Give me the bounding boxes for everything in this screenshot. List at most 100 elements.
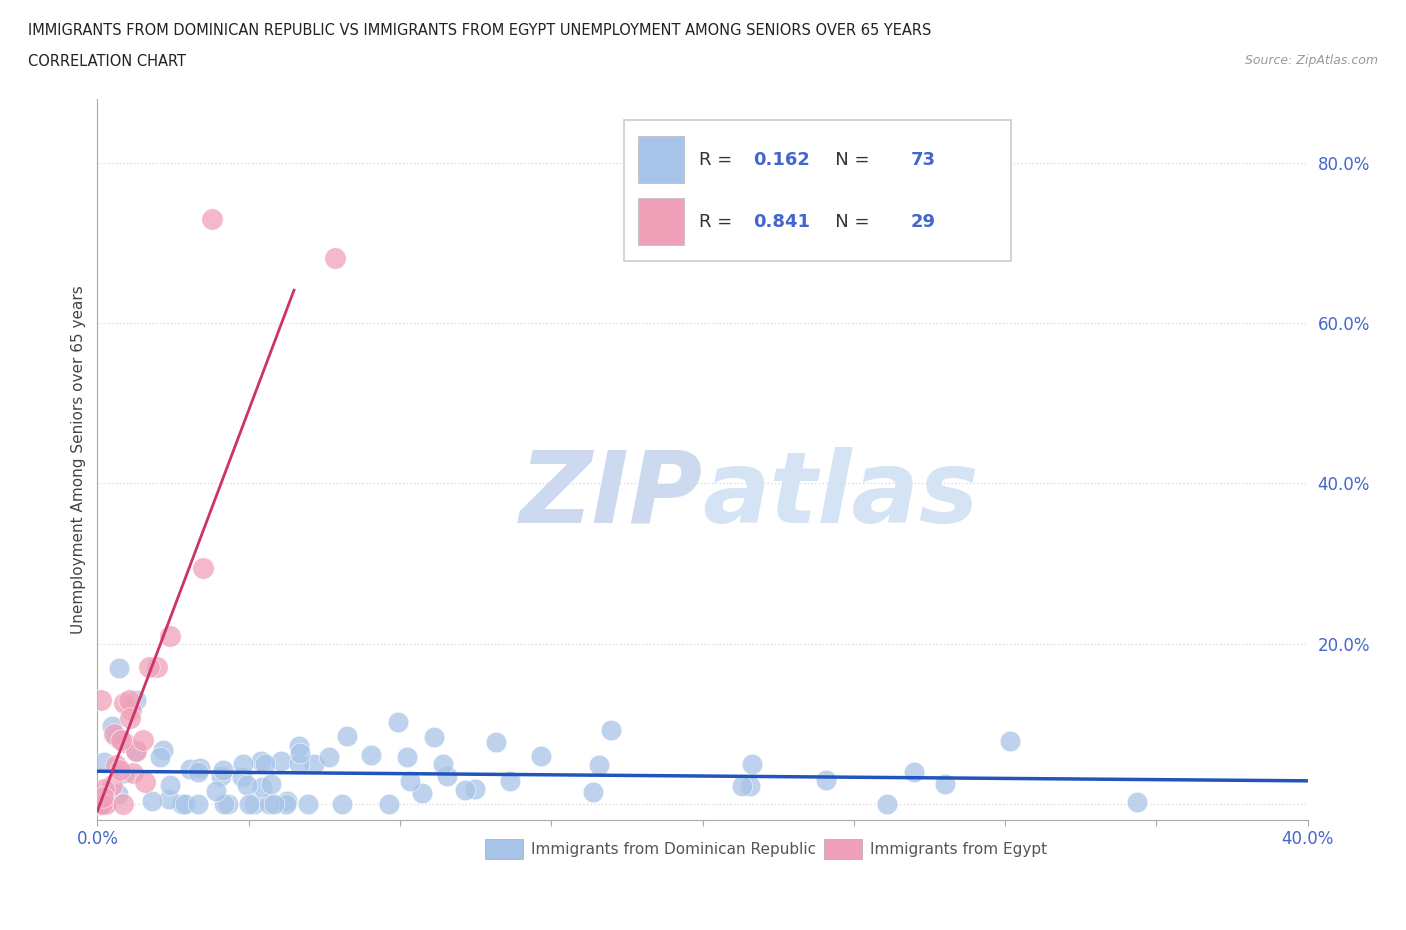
Point — [423, 730, 446, 745]
Point — [998, 734, 1021, 749]
Point — [236, 777, 259, 792]
Point — [101, 719, 124, 734]
Text: CORRELATION CHART: CORRELATION CHART — [28, 54, 186, 69]
Point — [172, 796, 194, 811]
Point — [157, 792, 180, 807]
Point — [112, 696, 135, 711]
Text: N =: N = — [817, 213, 875, 231]
Point — [257, 796, 280, 811]
Point — [118, 711, 141, 725]
Point — [112, 734, 135, 749]
Point — [91, 790, 114, 804]
Point — [288, 745, 311, 760]
Point — [117, 693, 139, 708]
Point — [498, 774, 520, 789]
Text: R =: R = — [699, 213, 738, 231]
Text: atlas: atlas — [703, 446, 979, 544]
Point — [112, 796, 135, 811]
Point — [217, 796, 239, 811]
Point — [89, 796, 111, 811]
Point — [187, 796, 209, 811]
Point — [454, 782, 477, 797]
Point — [104, 729, 127, 744]
Point — [238, 796, 260, 811]
Point — [336, 729, 359, 744]
Point — [89, 796, 111, 811]
Point — [124, 744, 146, 759]
Point — [108, 763, 131, 777]
Point — [141, 793, 163, 808]
Point — [231, 769, 253, 784]
Point — [201, 211, 224, 226]
Text: 0.162: 0.162 — [754, 151, 810, 168]
Point — [436, 769, 458, 784]
Text: 29: 29 — [911, 213, 936, 231]
Point — [288, 756, 311, 771]
Point — [411, 785, 433, 800]
Point — [159, 777, 181, 792]
Point — [132, 733, 155, 748]
Point — [159, 629, 181, 644]
Text: 0.841: 0.841 — [754, 213, 810, 231]
Text: Immigrants from Dominican Republic: Immigrants from Dominican Republic — [530, 842, 815, 857]
Point — [146, 659, 169, 674]
Point — [122, 765, 145, 780]
Point — [276, 794, 298, 809]
Point — [100, 777, 122, 792]
Point — [731, 778, 754, 793]
Point — [212, 796, 235, 811]
Point — [387, 714, 409, 729]
Point — [187, 764, 209, 779]
Point — [741, 756, 763, 771]
Point — [138, 659, 160, 674]
Point — [94, 796, 117, 811]
Point — [112, 765, 135, 780]
Point — [360, 748, 382, 763]
Text: R =: R = — [699, 151, 738, 168]
Point — [250, 780, 273, 795]
Point — [588, 757, 610, 772]
Point — [188, 761, 211, 776]
Point — [179, 761, 201, 776]
Point — [90, 693, 112, 708]
Point — [378, 796, 401, 811]
FancyBboxPatch shape — [638, 198, 685, 245]
Point — [530, 749, 553, 764]
Point — [243, 796, 266, 811]
Point — [108, 660, 131, 675]
Point — [288, 738, 311, 753]
Point — [149, 750, 172, 764]
Point — [399, 773, 422, 788]
Point — [1125, 794, 1147, 809]
Text: N =: N = — [817, 151, 875, 168]
Point — [93, 754, 115, 769]
FancyBboxPatch shape — [638, 137, 685, 183]
Point — [263, 796, 285, 811]
Point — [107, 787, 129, 802]
Point — [903, 764, 925, 779]
Text: Source: ZipAtlas.com: Source: ZipAtlas.com — [1244, 54, 1378, 67]
Point — [205, 784, 228, 799]
Point — [582, 784, 605, 799]
Point — [94, 796, 117, 811]
Point — [152, 742, 174, 757]
Point — [464, 781, 486, 796]
Point — [600, 723, 623, 737]
Point — [330, 796, 353, 811]
Point — [110, 733, 132, 748]
Point — [89, 796, 111, 811]
Point — [105, 758, 128, 773]
Point — [323, 250, 346, 265]
Point — [253, 756, 276, 771]
Point — [260, 777, 283, 791]
FancyBboxPatch shape — [485, 839, 523, 859]
Point — [174, 796, 197, 811]
Text: ZIP: ZIP — [520, 446, 703, 544]
Text: 73: 73 — [911, 151, 936, 168]
Point — [120, 702, 142, 717]
Point — [740, 778, 762, 793]
Point — [485, 735, 508, 750]
Point — [103, 726, 125, 741]
Point — [134, 775, 156, 790]
FancyBboxPatch shape — [824, 839, 862, 859]
